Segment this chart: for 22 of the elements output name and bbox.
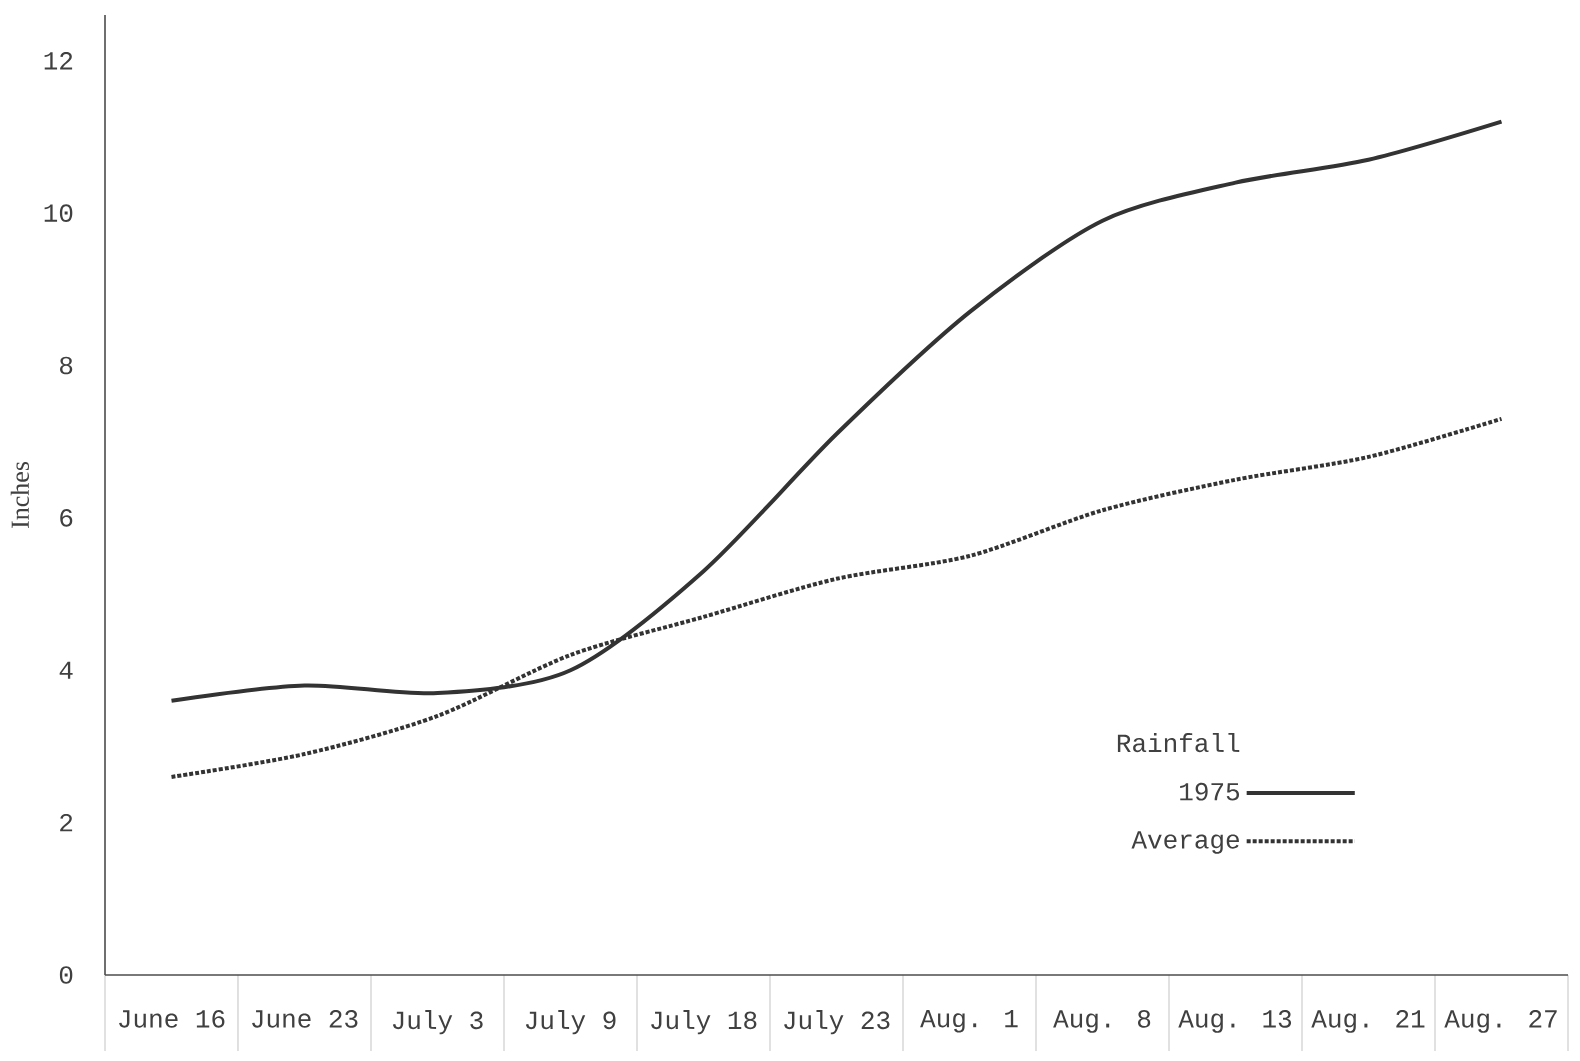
x-tick-label: June 23 [252, 1010, 358, 1028]
y-tick-label: 2 [60, 813, 73, 832]
x-tick-label: July 3 [392, 1010, 483, 1035]
x-tick-label: June 16 [119, 1010, 225, 1028]
y-tick-label: 8 [60, 356, 73, 375]
x-tick-label: Aug. 21 [1311, 1010, 1425, 1033]
x-tick-label: July 18 [651, 1010, 757, 1035]
x-tick-label: Aug. 13 [1178, 1010, 1292, 1033]
y-tick-label: 4 [59, 661, 73, 679]
x-tick-label: Aug. 27 [1444, 1010, 1557, 1033]
y-tick-label: 12 [44, 51, 73, 70]
x-tick-label: July 9 [525, 1010, 616, 1035]
y-tick-label: 0 [59, 966, 73, 984]
x-tick-label: July 23 [784, 1010, 890, 1035]
legend-title: Rainfall [1117, 733, 1240, 753]
y-tick-label: 6 [60, 509, 73, 527]
y-tick-label: 10 [44, 204, 73, 222]
legend-label: Average [1131, 831, 1239, 854]
y-axis-title: Inches [10, 461, 29, 528]
x-tick-label: Aug. 8 [1053, 1010, 1151, 1033]
x-tick-label: Aug. 1 [920, 1010, 1018, 1033]
legend-label: 1975 [1180, 782, 1240, 801]
